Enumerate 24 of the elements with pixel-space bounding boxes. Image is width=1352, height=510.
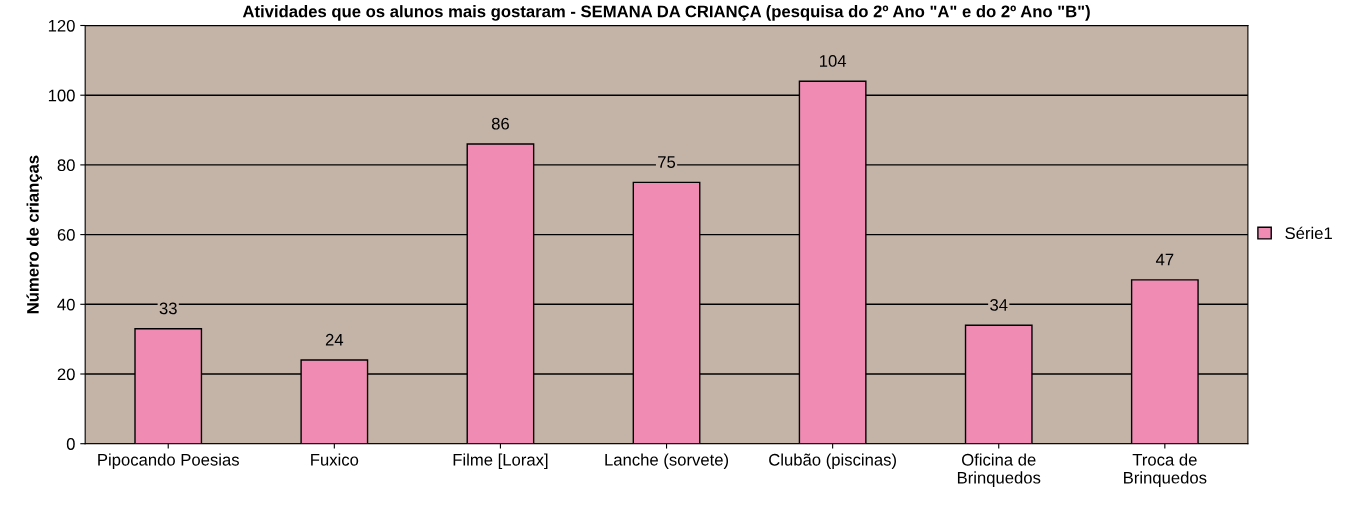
data-label: 33 [159,302,177,315]
data-label: 34 [990,299,1008,311]
data-label: 47 [1155,253,1174,266]
legend-label: Série1 [1285,226,1332,240]
y-axis-title: Número de crianças [26,155,43,314]
x-tick-label: Clubão (piscinas) [769,453,896,469]
x-tick-label: Troca de Brinquedos [1124,453,1207,487]
y-tick-label: 20 [57,368,75,381]
data-label: 75 [658,156,676,168]
x-tick-label: Oficina de Brinquedos [957,453,1041,487]
y-tick-label: 80 [57,159,75,172]
y-tick-label: 100 [48,89,75,102]
data-label: 24 [325,333,344,346]
y-tick-label: 60 [57,229,75,241]
x-tick-label: Lanche (sorvete) [605,453,729,469]
data-label: 104 [820,55,847,67]
x-tick-label: Filme [Lorax] [453,453,548,469]
x-tick-label: Pipocando Poesias [98,453,239,469]
y-tick-label: 40 [57,298,75,311]
y-tick-label: 120 [48,19,75,32]
x-tick-label: Fuxico [311,453,359,466]
data-label: 86 [491,117,509,130]
chart-title: Atividades que os alunos mais gostaram - SEMANA DA CRIANÇA (pesquisa do 2º Ano "A" e do 2º Ano "B") [242,5,1090,21]
y-tick-label: 0 [66,438,75,450]
